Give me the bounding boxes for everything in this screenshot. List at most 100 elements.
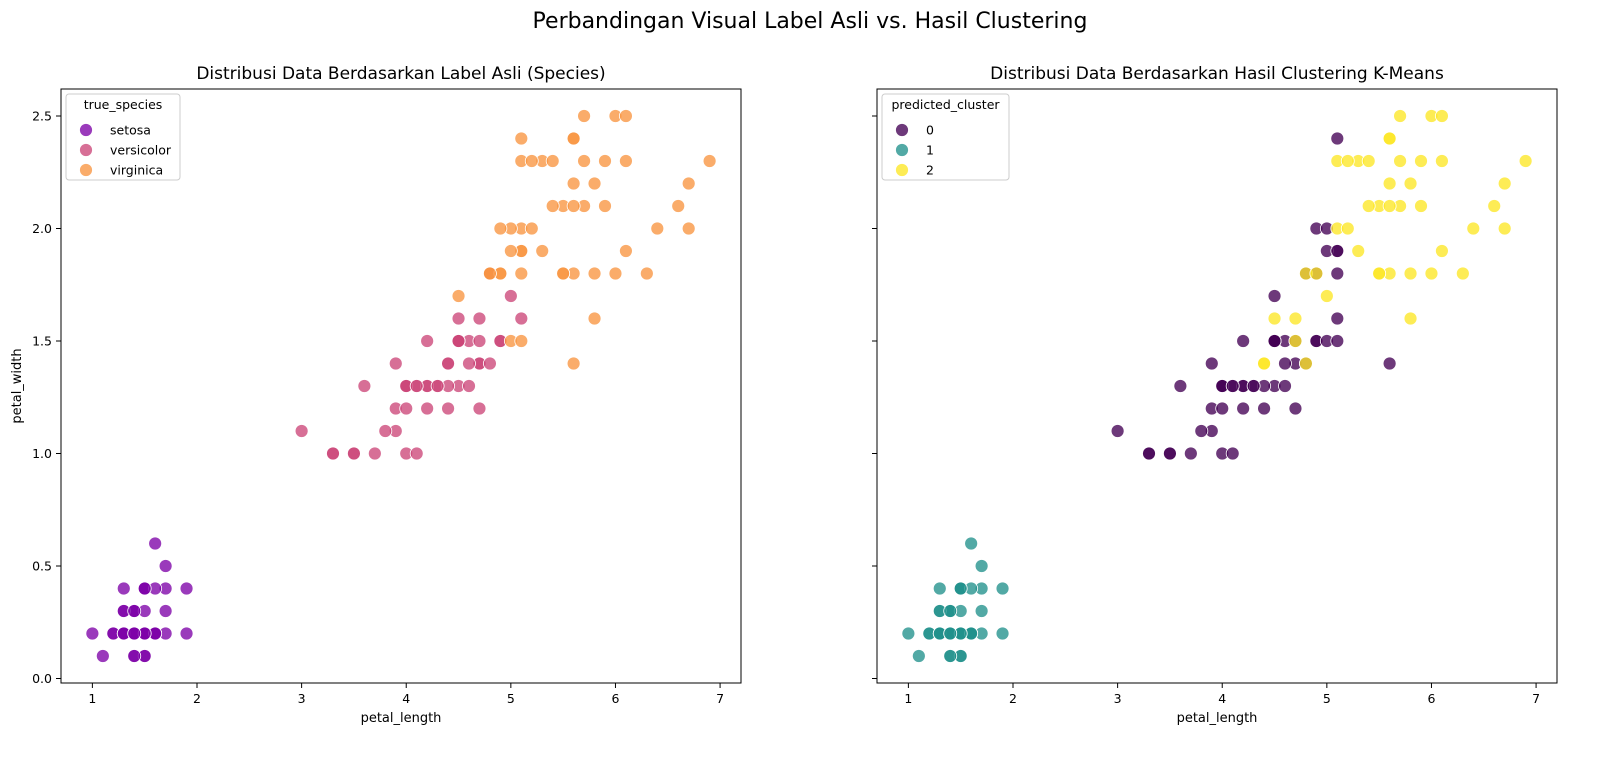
scatter-point — [294, 424, 309, 438]
legend-marker — [895, 143, 909, 157]
scatter-point — [483, 266, 497, 281]
scatter-point — [357, 379, 372, 393]
scatter-point — [1403, 311, 1418, 326]
scatter-point — [1330, 131, 1345, 146]
scatter-point — [598, 199, 612, 213]
scatter-point — [514, 311, 529, 326]
scatter-point — [1246, 379, 1261, 393]
scatter-point — [545, 154, 560, 168]
scatter-point — [1330, 266, 1345, 281]
scatter-point — [587, 176, 602, 191]
scatter-point — [127, 604, 142, 618]
y-tick-label: 1.5 — [32, 334, 52, 349]
scatter-point — [1382, 199, 1397, 213]
scatter-point — [430, 379, 445, 393]
scatter-point — [347, 446, 361, 461]
scatter-point — [472, 334, 487, 348]
scatter-point — [1466, 221, 1481, 236]
legend-label: setosa — [110, 123, 151, 138]
legend: predicted_cluster 0 1 2 — [881, 93, 1010, 181]
scatter-point — [127, 649, 142, 663]
scatter-point — [1142, 446, 1156, 461]
legend-label: 1 — [926, 143, 934, 158]
y-tick-label: 0.0 — [32, 671, 52, 686]
scatter-point — [472, 311, 487, 326]
scatter-point — [1194, 424, 1209, 438]
scatter-point — [619, 244, 633, 258]
scatter-point — [1330, 334, 1345, 348]
legend-marker — [79, 143, 93, 157]
scatter-point — [367, 446, 382, 461]
scatter-point — [409, 446, 424, 461]
scatter-point — [1183, 446, 1198, 461]
scatter-point — [1393, 154, 1407, 168]
scatter-point — [1497, 221, 1512, 236]
x-tick-label: 4 — [402, 691, 410, 706]
scatter-point — [1435, 244, 1449, 258]
legend-marker — [895, 163, 909, 177]
scatter-point — [1518, 154, 1533, 168]
scatter-point — [681, 176, 696, 191]
panel-title: Distribusi Data Berdasarkan Hasil Cluste… — [990, 64, 1444, 84]
scatter-point — [535, 244, 550, 258]
scatter-point — [179, 581, 194, 596]
scatter-point — [1225, 379, 1240, 393]
scatter-point — [1382, 356, 1397, 371]
scatter-point — [326, 446, 340, 461]
axes-frame — [60, 88, 742, 684]
scatter-point — [639, 266, 654, 281]
scatter-point — [943, 626, 958, 641]
scatter-point — [514, 334, 529, 348]
scatter-point — [399, 401, 414, 416]
scatter-point — [598, 154, 612, 168]
scatter-point — [1319, 289, 1334, 303]
scatter-point — [1414, 199, 1428, 213]
y-tick-label: 2.0 — [32, 221, 52, 236]
x-tick-label: 3 — [1114, 691, 1122, 706]
scatter-point — [1288, 401, 1303, 416]
scatter-point — [1361, 154, 1376, 168]
scatter-point — [1487, 199, 1502, 213]
scatter-point — [953, 581, 968, 596]
scatter-point — [1497, 176, 1512, 191]
scatter-point — [577, 109, 591, 123]
scatter-point — [995, 626, 1010, 641]
scatter-points — [85, 109, 717, 663]
scatter-point — [524, 221, 539, 236]
scatter-point — [1435, 154, 1449, 168]
scatter-point — [1393, 109, 1407, 123]
scatter-point — [1340, 154, 1355, 168]
scatter-point — [1330, 311, 1345, 326]
x-tick-label: 2 — [1009, 691, 1017, 706]
scatter-point — [577, 154, 591, 168]
x-tick-label: 5 — [1323, 691, 1331, 706]
scatter-point — [462, 356, 476, 371]
legend-box — [881, 93, 1010, 181]
scatter-point — [566, 176, 581, 191]
scatter-point — [514, 131, 529, 146]
scatter-point — [451, 289, 466, 303]
x-tick-label: 1 — [88, 691, 96, 706]
scatter-point — [901, 626, 916, 641]
scatter-point — [1215, 401, 1230, 416]
scatter-point — [388, 356, 403, 371]
legend-title: predicted_cluster — [891, 97, 1000, 112]
figure-suptitle: Perbandingan Visual Label Asli vs. Hasil… — [533, 9, 1088, 34]
x-tick-label: 7 — [1532, 691, 1540, 706]
scatter-point — [911, 649, 926, 663]
right-scatter-panel: Distribusi Data Berdasarkan Hasil Cluste… — [872, 64, 1558, 726]
x-tick-label: 2 — [193, 691, 201, 706]
scatter-point — [420, 334, 435, 348]
scatter-point — [1340, 221, 1355, 236]
scatter-point — [566, 199, 581, 213]
x-axis-label: petal_length — [361, 711, 442, 726]
scatter-point — [127, 626, 142, 641]
scatter-point — [1173, 379, 1188, 393]
legend-box — [65, 93, 181, 181]
legend-title: true_species — [84, 97, 163, 112]
scatter-point — [1414, 154, 1428, 168]
scatter-point — [974, 559, 989, 573]
y-tick-label: 1.0 — [32, 446, 52, 461]
